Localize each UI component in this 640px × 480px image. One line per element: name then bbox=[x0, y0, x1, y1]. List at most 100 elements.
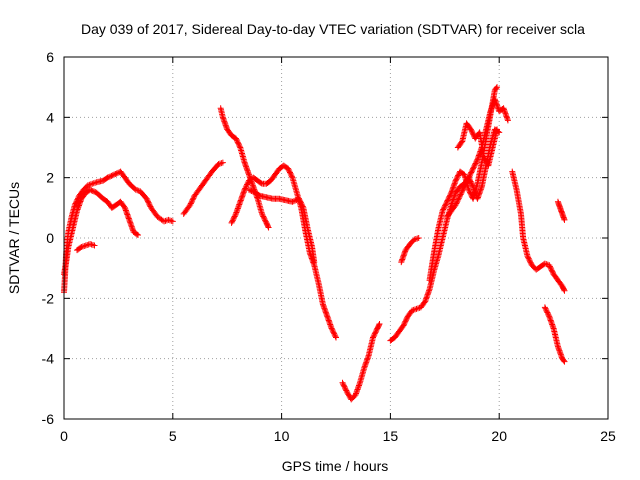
data-point-marker bbox=[235, 140, 242, 147]
data-point-marker bbox=[143, 195, 150, 202]
data-point-marker bbox=[134, 187, 141, 194]
data-point-marker bbox=[541, 260, 548, 267]
data-point-marker bbox=[469, 130, 476, 137]
data-point-marker bbox=[234, 139, 241, 146]
data-point-marker bbox=[145, 199, 152, 206]
data-point-marker bbox=[560, 286, 567, 293]
y-tick-labels: -6 -4 -2 0 2 4 6 bbox=[42, 49, 55, 427]
data-point-marker bbox=[165, 216, 172, 223]
data-point-marker bbox=[265, 224, 272, 231]
data-point-marker bbox=[144, 198, 151, 205]
data-point-marker bbox=[340, 382, 347, 389]
data-point-marker bbox=[469, 166, 476, 173]
data-point-marker bbox=[458, 190, 465, 197]
data-point-marker bbox=[373, 328, 380, 335]
data-point-marker bbox=[468, 168, 475, 175]
data-point-marker bbox=[342, 384, 349, 391]
x-tick-label: 10 bbox=[274, 428, 290, 444]
data-point-marker bbox=[453, 200, 460, 207]
data-point-marker bbox=[549, 268, 556, 275]
data-point-marker bbox=[447, 191, 454, 198]
data-point-marker bbox=[112, 171, 119, 178]
x-tick-label: 20 bbox=[491, 428, 507, 444]
data-point-marker bbox=[71, 201, 78, 208]
data-point-marker bbox=[442, 201, 449, 208]
data-point-marker bbox=[421, 299, 428, 306]
data-point-marker bbox=[468, 169, 475, 176]
data-point-marker bbox=[455, 195, 462, 202]
data-point-marker bbox=[546, 262, 553, 269]
data-point-marker bbox=[543, 306, 550, 313]
data-point-marker bbox=[162, 217, 169, 224]
data-point-marker bbox=[341, 383, 348, 390]
data-point-marker bbox=[285, 165, 292, 172]
data-point-marker bbox=[297, 198, 304, 205]
y-tick-label: 4 bbox=[46, 109, 54, 125]
data-point-marker bbox=[343, 388, 350, 395]
data-point-marker bbox=[468, 127, 475, 134]
data-point-marker bbox=[84, 182, 91, 189]
data-point-marker bbox=[411, 236, 418, 243]
data-point-marker bbox=[90, 242, 97, 249]
data-point-marker bbox=[187, 200, 194, 207]
data-point-marker bbox=[370, 333, 377, 340]
data-point-marker bbox=[544, 309, 551, 316]
y-tick-label: -2 bbox=[42, 290, 55, 306]
grid-lines bbox=[64, 57, 608, 419]
data-point-marker bbox=[329, 328, 336, 335]
data-point-marker bbox=[105, 174, 112, 181]
data-point-marker bbox=[216, 160, 223, 167]
data-point-marker bbox=[87, 181, 94, 188]
data-point-marker bbox=[461, 183, 468, 190]
data-point-marker bbox=[414, 305, 421, 312]
data-point-marker bbox=[525, 255, 532, 262]
data-point-marker bbox=[340, 381, 347, 388]
data-point-marker bbox=[545, 312, 552, 319]
data-point-marker bbox=[288, 172, 295, 179]
data-point-marker bbox=[471, 163, 478, 170]
data-point-marker bbox=[229, 218, 236, 225]
data-point-marker bbox=[259, 212, 266, 219]
data-point-marker bbox=[144, 197, 151, 204]
data-point-marker bbox=[257, 179, 264, 186]
data-point-marker bbox=[236, 143, 243, 150]
data-point-marker bbox=[90, 180, 97, 187]
data-point-marker bbox=[546, 263, 553, 270]
data-point-marker bbox=[445, 194, 452, 201]
data-point-marker bbox=[462, 182, 469, 189]
data-point-marker bbox=[457, 191, 464, 198]
x-axis-label: GPS time / hours bbox=[282, 458, 389, 474]
data-point-marker bbox=[168, 217, 175, 224]
data-point-marker bbox=[376, 320, 383, 327]
data-point-marker bbox=[296, 195, 303, 202]
data-point-marker bbox=[344, 390, 351, 397]
data-point-marker bbox=[372, 329, 379, 336]
data-point-marker bbox=[88, 241, 95, 248]
data-point-marker bbox=[91, 188, 98, 195]
data-point-marker bbox=[466, 188, 473, 195]
data-point-marker bbox=[328, 325, 335, 332]
data-point-marker bbox=[375, 322, 382, 329]
data-point-marker bbox=[446, 193, 453, 200]
data-point-marker bbox=[333, 334, 339, 341]
data-point-marker bbox=[494, 84, 501, 91]
data-point-marker bbox=[292, 197, 299, 204]
data-point-marker bbox=[133, 231, 140, 238]
data-point-marker bbox=[73, 197, 80, 204]
data-point-marker bbox=[108, 172, 115, 179]
data-point-marker bbox=[215, 161, 222, 168]
data-point-marker bbox=[113, 170, 120, 177]
data-point-marker bbox=[245, 186, 252, 193]
data-point-marker bbox=[345, 391, 352, 398]
data-point-marker bbox=[260, 214, 267, 221]
data-point-marker bbox=[412, 306, 419, 313]
data-point-marker bbox=[249, 188, 256, 195]
data-point-marker bbox=[482, 157, 489, 164]
data-point-marker bbox=[79, 243, 86, 250]
y-tick-label: 6 bbox=[46, 49, 54, 65]
data-point-marker bbox=[242, 185, 249, 192]
data-point-marker bbox=[260, 213, 267, 220]
data-point-marker bbox=[265, 223, 271, 230]
data-point-marker bbox=[561, 358, 568, 365]
data-point-marker bbox=[415, 235, 422, 241]
